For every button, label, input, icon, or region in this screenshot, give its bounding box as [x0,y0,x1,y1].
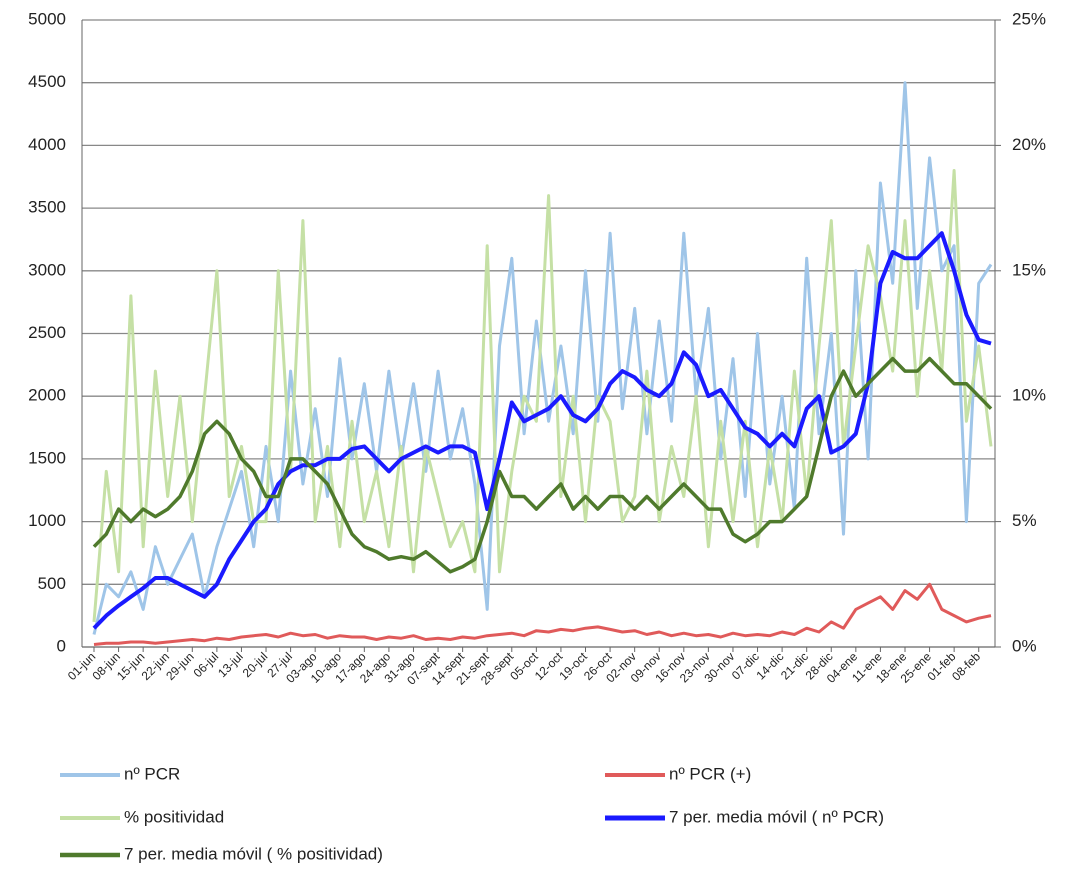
y-tick-label: 2000 [28,386,66,405]
y2-tick-label: 5% [1012,511,1037,530]
series-line [93,582,992,646]
y-tick-label: 500 [38,574,66,593]
series-line [92,81,993,635]
y-tick-label: 4000 [28,135,66,154]
legend-label: 7 per. media móvil ( % positividad) [124,844,383,863]
legend-label: % positividad [124,807,224,826]
y-tick-label: 1500 [28,448,66,467]
series-line [92,356,993,574]
y-tick-label: 4500 [28,72,66,91]
series-line [92,231,992,630]
x-tick-label: 13-jul [215,649,246,680]
x-tick-label: 08-feb [949,649,983,683]
y-tick-label: 2500 [28,323,66,342]
x-tick-label: 07-dic [729,649,762,682]
legend-label: nº PCR [124,764,180,783]
y-tick-label: 3000 [28,260,66,279]
y2-tick-label: 25% [1012,9,1046,28]
y-tick-label: 1000 [28,511,66,530]
x-tick-label: 14-dic [753,649,786,682]
legend-label: 7 per. media móvil ( nº PCR) [669,807,884,826]
y2-tick-label: 0% [1012,636,1037,655]
y2-tick-label: 20% [1012,135,1046,154]
y2-tick-label: 15% [1012,260,1046,279]
y2-tick-label: 10% [1012,386,1046,405]
y-tick-label: 0 [57,636,66,655]
x-tick-label: 29-jun [163,649,196,682]
x-tick-label: 06-jul [191,649,222,680]
y-tick-label: 3500 [28,198,66,217]
x-tick-label: 20-jul [240,649,271,680]
x-tick-label: 21-dic [778,649,811,682]
y-tick-label: 5000 [28,9,66,28]
legend-label: nº PCR (+) [669,764,751,783]
